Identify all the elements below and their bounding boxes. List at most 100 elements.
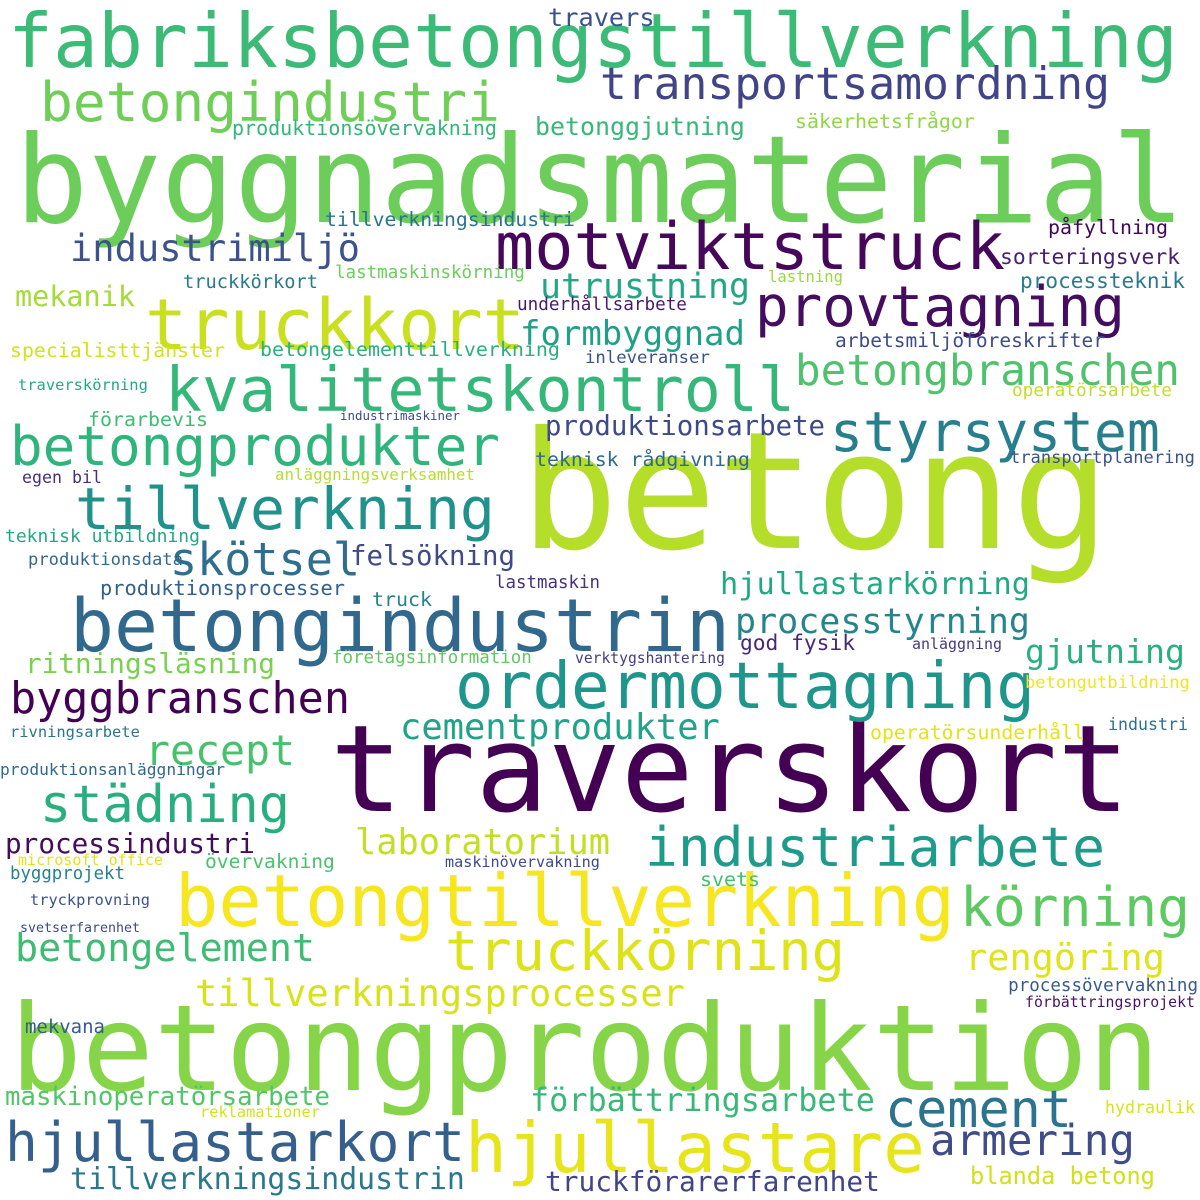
word: mekvana [25, 1016, 105, 1038]
word: microsoft office [18, 851, 163, 869]
word: underhållsarbete [517, 295, 687, 315]
word: betongelementtillverkning [260, 338, 560, 361]
word: betongutbildning [1025, 673, 1190, 693]
word: mekanik [15, 280, 135, 313]
word: svets [700, 868, 760, 891]
word: truckkörkort [183, 272, 319, 293]
word: hjullastare [465, 1109, 925, 1189]
word: hydraulik [1105, 1098, 1195, 1117]
word: cementprodukter [400, 707, 720, 748]
word: körning [960, 875, 1191, 939]
word: industrimiljö [70, 227, 360, 270]
word: laboratorium [355, 822, 611, 863]
word: god fysik [740, 631, 855, 656]
word: övervakning [205, 850, 335, 873]
word: betonggjutning [535, 112, 745, 141]
word: påfyllning [1048, 216, 1168, 239]
word: processtyrning [735, 602, 1031, 642]
word: förarbevis [88, 408, 208, 431]
word: hjullastarkort [5, 1110, 466, 1174]
word: egen bil [22, 468, 102, 487]
word: transportplanering [1010, 448, 1195, 468]
word: tryckprovning [30, 891, 150, 909]
word: transportsamordning [600, 58, 1110, 110]
word: reklamationer [200, 1103, 320, 1121]
word: tillverkningsindustri [325, 208, 575, 231]
word: förbättringsprojekt [1025, 993, 1195, 1011]
word: industrimaskiner [340, 408, 460, 423]
word: industri [1108, 715, 1188, 734]
word: kvalitetskontroll [165, 354, 795, 426]
word: anläggningsverksamhet [275, 465, 475, 484]
word: formbyggnad [520, 314, 745, 354]
word: betongproduktion [10, 980, 1160, 1119]
word: travers [548, 3, 655, 32]
word: industriarbete [645, 815, 1106, 879]
word: armering [930, 1116, 1135, 1166]
word: processindustri [5, 827, 255, 860]
word: truckförarerfarenhet [545, 1165, 880, 1198]
word: säkerhetsfrågor [795, 110, 975, 133]
word: betongelement [15, 926, 315, 971]
word: rivningsarbete [10, 723, 140, 741]
word: operatörsarbete [1012, 381, 1172, 401]
word: tillverkningsprocesser [195, 972, 685, 1015]
word: traverskörning [18, 376, 148, 394]
word: produktionsövervakning [232, 116, 497, 140]
word: produktionsdata [28, 550, 183, 570]
word: operatörsunderhåll [870, 721, 1085, 744]
word: felsökning [350, 541, 515, 572]
word: specialisttjänster [10, 339, 225, 362]
word: lastning [768, 268, 843, 286]
word: provtagning [755, 275, 1125, 340]
word: svetserfarenhet [20, 921, 140, 936]
word: betongindustrin [70, 584, 730, 669]
word: byggbranschen [10, 674, 350, 724]
word: maskinoperatörsarbete [5, 1082, 330, 1112]
word: betongindustri [40, 70, 501, 134]
word: styrsystem [830, 400, 1160, 464]
word: rengöring [965, 936, 1165, 979]
word: produktionsarbete [545, 411, 826, 442]
word: produktionsprocesser [100, 576, 345, 600]
word: lastmaskinskörning [335, 263, 525, 283]
word: utrustning [540, 267, 750, 307]
word: verktygshantering [575, 650, 726, 667]
word: cement [885, 1080, 1072, 1140]
word: traverskort [330, 700, 1130, 840]
word: processövervakning [1008, 976, 1198, 996]
word: truck [372, 588, 432, 611]
word: processteknik [1020, 268, 1185, 293]
word: truckkort [145, 284, 525, 366]
word: betongbranschen [795, 346, 1180, 396]
word: teknisk utbildning [5, 526, 200, 547]
word: städning [40, 775, 291, 835]
word: förbättringsarbete [530, 1081, 875, 1119]
word: sorteringsverk [1000, 245, 1181, 270]
word: lastmaskin [495, 573, 600, 593]
word: produktionsanläggningar [0, 760, 226, 779]
word: ritningsläsning [25, 647, 275, 680]
word: teknisk rådgivning [535, 448, 750, 471]
word: anläggning [912, 635, 1002, 653]
word: tillverkningsindustrin [70, 1162, 465, 1197]
word: byggprojekt [10, 864, 125, 884]
word: betongprodukter [10, 415, 500, 478]
word: skötsel [170, 533, 360, 586]
word: betongtillverkning [175, 859, 955, 943]
word: blanda betong [970, 1162, 1155, 1190]
word: företagsinformation [332, 648, 532, 668]
word: tillverkning [75, 475, 495, 543]
word: ordermottagning [455, 649, 1035, 724]
word: betong [520, 396, 1110, 587]
word: recept [145, 726, 295, 775]
word: byggnadsmaterial [15, 109, 1185, 251]
word: fabriksbetongstillverkning [8, 0, 1178, 85]
word: motviktstruck [495, 210, 1005, 285]
word: arbetsmiljöföreskrifter [835, 329, 1106, 352]
word: hjullastarkörning [720, 567, 1030, 602]
word: gjutning [1025, 632, 1185, 671]
word: inleveranser [585, 348, 710, 368]
word: truckkörning [445, 920, 845, 984]
